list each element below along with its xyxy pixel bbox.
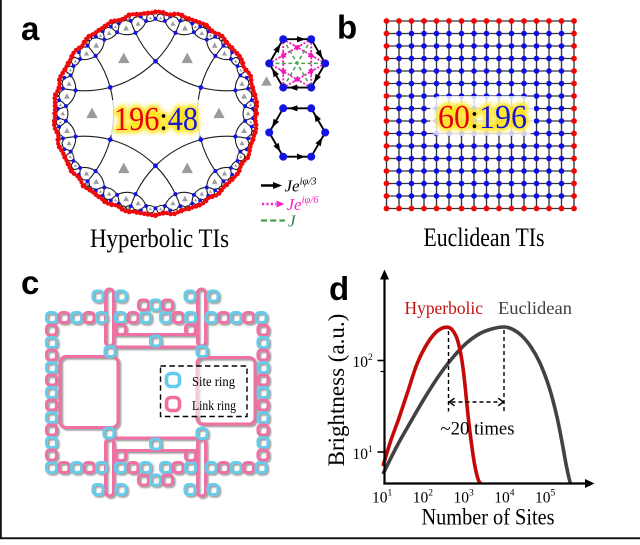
svg-text:102: 102 [353, 353, 374, 371]
svg-text:60:196: 60:196 [438, 99, 527, 136]
svg-text:60:196: 60:196 [438, 99, 527, 136]
svg-text:101: 101 [372, 489, 393, 507]
svg-text:~20 times: ~20 times [441, 419, 515, 440]
svg-text:d: d [329, 270, 349, 307]
svg-text:J: J [288, 212, 297, 231]
svg-text:Euclidean: Euclidean [498, 298, 572, 318]
svg-text:c: c [21, 264, 39, 301]
svg-text:105: 105 [535, 489, 556, 507]
svg-text:Brightness (a.u.): Brightness (a.u.) [324, 314, 349, 467]
svg-text:Hyperbolic: Hyperbolic [405, 298, 484, 318]
svg-text:a: a [21, 10, 40, 47]
svg-text:196:48: 196:48 [114, 101, 198, 138]
svg-text:196:48: 196:48 [114, 101, 198, 138]
svg-text:b: b [337, 9, 357, 46]
svg-text:101: 101 [353, 445, 374, 463]
svg-text:196:48: 196:48 [114, 101, 198, 138]
svg-text:103: 103 [454, 489, 475, 507]
svg-text:Site ring: Site ring [192, 375, 235, 390]
svg-text:60:196: 60:196 [438, 99, 527, 136]
svg-text:102: 102 [413, 489, 434, 507]
svg-text:Euclidean TIs: Euclidean TIs [424, 223, 545, 252]
svg-text:Number of Sites: Number of Sites [422, 505, 555, 530]
svg-text:104: 104 [494, 489, 515, 507]
svg-text:Hyperbolic TIs: Hyperbolic TIs [90, 224, 229, 253]
svg-text:Link ring: Link ring [192, 399, 236, 414]
